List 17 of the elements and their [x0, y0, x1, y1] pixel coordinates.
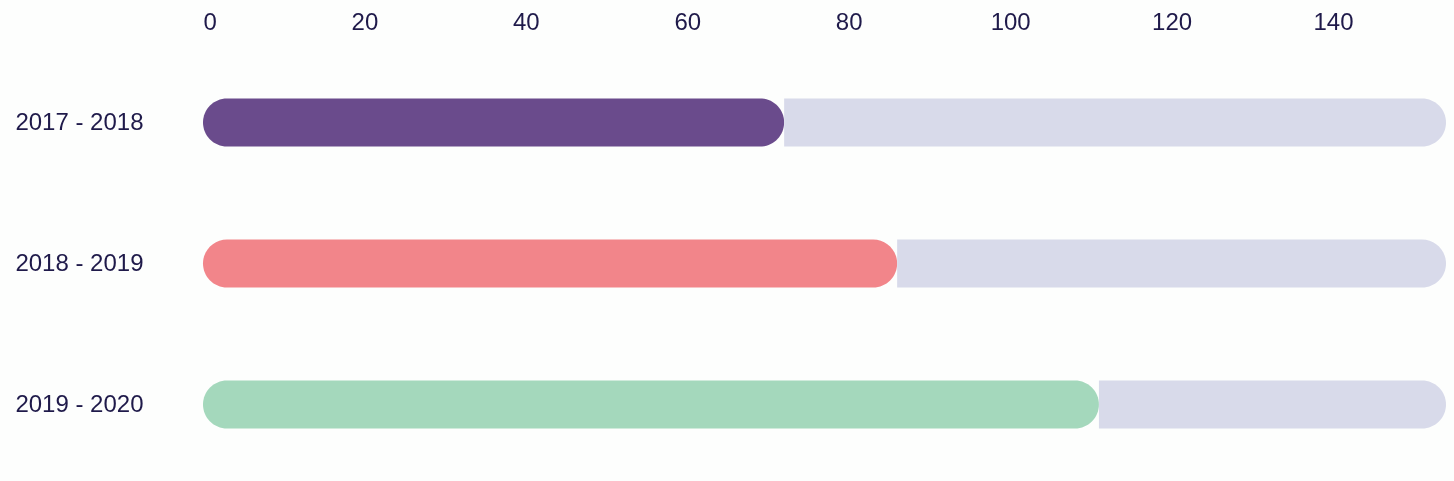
- x-tick-label: 0: [203, 7, 217, 35]
- x-tick-label: 100: [990, 7, 1031, 35]
- x-tick-label: 80: [835, 7, 863, 35]
- y-tick-label: 2018 - 2019: [15, 248, 144, 276]
- bar: [203, 380, 1099, 429]
- x-tick-label: 120: [1152, 7, 1193, 35]
- y-tick-label: 2019 - 2020: [15, 389, 144, 417]
- x-tick-label: 40: [513, 7, 540, 35]
- x-tick-label: 60: [674, 7, 702, 35]
- bar: [897, 239, 1446, 288]
- x-tick-label: 20: [351, 7, 379, 35]
- y-tick-label: 2017 - 2018: [15, 107, 144, 135]
- bar: [784, 98, 1446, 147]
- x-tick-label: 140: [1313, 7, 1354, 35]
- bar: [203, 239, 898, 288]
- bar: [1098, 380, 1446, 429]
- bar: [203, 98, 785, 147]
